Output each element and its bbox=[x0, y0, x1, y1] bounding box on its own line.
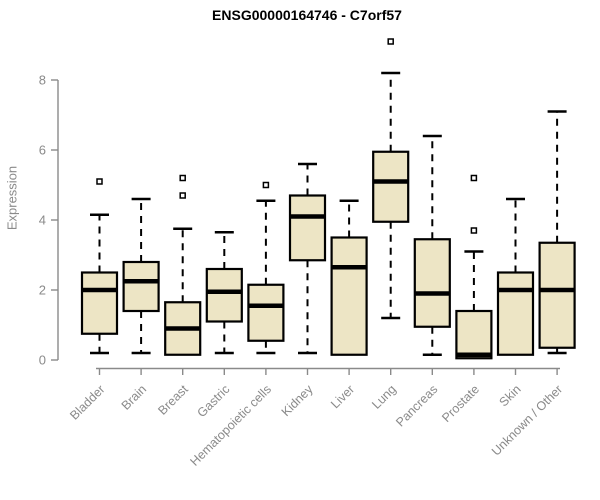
box bbox=[372, 150, 410, 223]
y-tick-label: 2 bbox=[39, 283, 46, 298]
y-tick-label: 6 bbox=[39, 143, 46, 158]
y-tick-label: 4 bbox=[39, 213, 46, 228]
category-label: Bladder bbox=[67, 382, 107, 422]
category-label: Hematopoietic cells bbox=[187, 382, 274, 469]
category-label: Liver bbox=[328, 382, 357, 411]
box bbox=[288, 194, 327, 262]
y-tick-label: 8 bbox=[39, 73, 46, 88]
box bbox=[413, 238, 451, 328]
outlier-point bbox=[387, 38, 394, 45]
box bbox=[122, 260, 160, 313]
outlier-point bbox=[470, 174, 478, 182]
box bbox=[330, 236, 368, 356]
outlier-point bbox=[179, 192, 186, 199]
box bbox=[80, 271, 119, 335]
outlier-point bbox=[470, 227, 478, 234]
outlier-point bbox=[96, 178, 103, 185]
box bbox=[247, 283, 285, 342]
category-label: Kidney bbox=[279, 382, 316, 419]
box bbox=[455, 309, 493, 360]
box bbox=[205, 267, 243, 323]
category-label: Prostate bbox=[439, 382, 482, 425]
box bbox=[496, 271, 535, 356]
category-label: Gastric bbox=[195, 382, 233, 420]
y-tick-label: 0 bbox=[39, 353, 46, 368]
box bbox=[538, 241, 576, 349]
chart-title: ENSG00000164746 - C7orf57 bbox=[212, 7, 402, 23]
category-label: Pancreas bbox=[393, 382, 440, 429]
category-label: Lung bbox=[369, 382, 399, 412]
outlier-point bbox=[179, 174, 186, 182]
outlier-point bbox=[262, 181, 270, 189]
category-label: Breast bbox=[155, 382, 191, 418]
category-label: Skin bbox=[497, 382, 524, 409]
y-axis-label: Expression bbox=[4, 165, 20, 231]
category-label: Brain bbox=[119, 382, 150, 413]
category-label: Unknown / Other bbox=[489, 382, 565, 458]
